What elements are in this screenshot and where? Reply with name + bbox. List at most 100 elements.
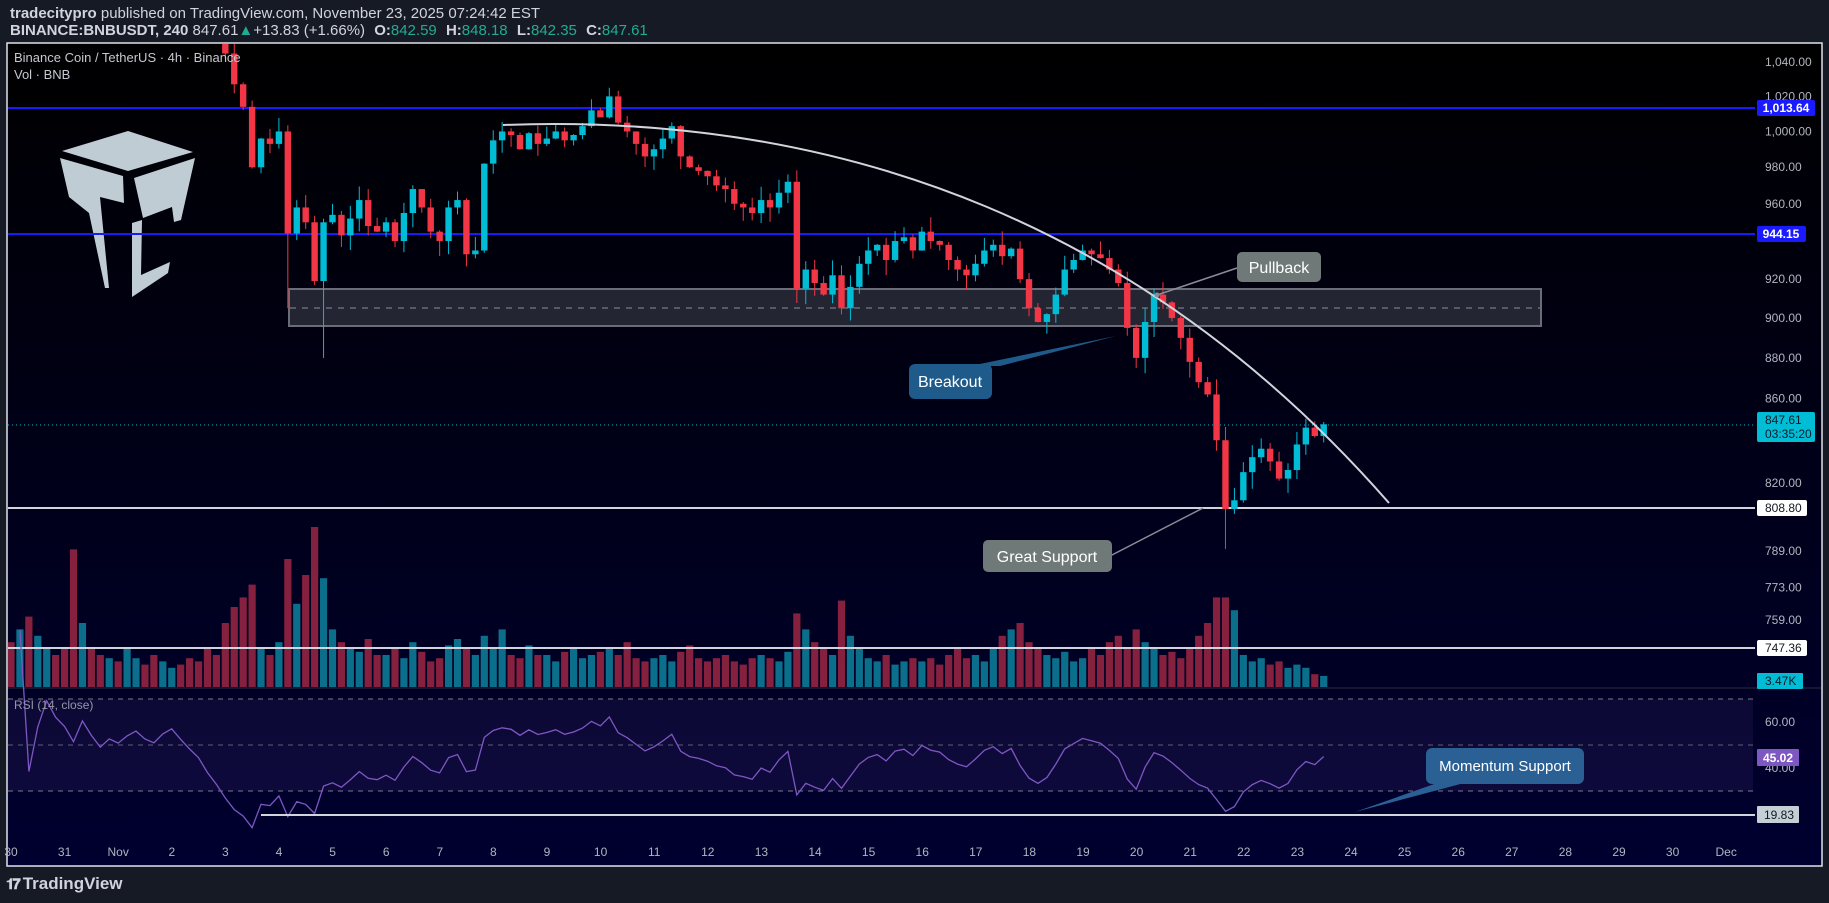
candle [1070,253,1077,273]
candle-body [1168,302,1176,319]
volume-bar [569,648,578,687]
candle [356,186,363,232]
candle [1266,443,1274,471]
support-2-tag-text: 747.36 [1765,641,1802,655]
candle-body [356,200,363,219]
volume-bar [1007,629,1015,687]
volume-bar [1025,642,1033,687]
publish-info: tradecitypro published on TradingView.co… [10,5,540,22]
candle [1177,315,1185,350]
time-tick-label: 9 [544,845,551,859]
volume-bar [16,629,24,687]
volume-bar [641,661,649,687]
candle-body [1132,327,1140,358]
open-value: 842.59 [390,22,437,39]
author-name[interactable]: tradecitypro [10,5,97,22]
time-axis[interactable]: 30 31 Nov 2 3 4 5 6 7 8 9 10 11 12 13 14 15 16 17 18 19 20 21 2… [4,845,1737,859]
candle [579,122,586,140]
candle-body [1275,461,1283,479]
candle-body [1159,294,1167,303]
volume-bar [266,655,274,687]
candle-body [1025,279,1033,309]
candle-body [213,12,219,29]
candle [275,117,283,149]
volume-bar [177,664,185,687]
candle-body [1231,500,1238,510]
time-tick-label: 18 [1023,845,1037,859]
momentum-support-label[interactable]: Momentum Support [1355,748,1584,812]
candle-body [748,207,756,214]
candle-body [677,126,684,157]
candle-body [516,135,524,150]
candle-body [820,282,827,295]
breakout-label[interactable]: Breakout [909,336,1116,399]
volume-bar [319,578,328,687]
candle-body [552,131,559,139]
candle-body [454,200,461,208]
tradingview-brand[interactable]: 𝟏𝟕 TradingView [6,874,123,894]
candle-body [615,96,622,123]
price-tick-label: 789.00 [1765,544,1802,558]
volume-bar [721,655,729,687]
descending-arc[interactable] [502,123,1390,504]
candle [498,122,506,153]
candle [409,185,417,228]
price-tick-label: 820.00 [1765,476,1802,490]
time-tick-label: 20 [1130,845,1144,859]
candle [615,90,622,125]
volume-bar [650,658,658,687]
candle-body [695,167,702,171]
volume-bar [69,549,78,687]
candle [1320,421,1327,443]
candle [365,189,372,236]
volume-bar [730,661,738,687]
candle [284,125,292,309]
candle [231,44,238,94]
candle-body [1106,258,1113,270]
rsi-value-tag [1757,749,1799,766]
candle-body [606,96,613,118]
volume-bar [775,661,783,687]
volume-bar [1284,667,1292,687]
volume-tag [1757,673,1803,689]
candle-body [525,133,533,150]
candle-body [1177,318,1185,338]
candle [606,87,613,119]
candle [1007,247,1015,259]
price-axis[interactable]: 1,040.00 1,020.00 1,000.00 980.00 960.00 920.… [1765,55,1812,775]
price-tick-label: 773.00 [1765,580,1802,594]
candle-body [668,126,676,139]
open-label: O: [374,22,391,39]
volume-bar [668,661,676,687]
time-tick-label: Dec [1716,845,1737,859]
rsi-legend: RSI (14, close) [14,698,93,712]
time-tick-label: 16 [916,845,930,859]
candle [239,82,247,110]
volume-bar [275,642,283,687]
time-tick-label: 14 [808,845,822,859]
candle-body [1043,314,1051,322]
volume-bar [471,655,479,687]
candle-countdown-text: 03:35:20 [1765,427,1812,441]
candle [1061,255,1068,297]
great-support-label[interactable]: Great Support [983,540,1112,572]
candle-body [757,200,765,214]
volume-bar [1079,658,1087,687]
volume-bar [623,642,631,687]
volume-bar [873,661,881,687]
candle-body [811,269,818,283]
volume-bar [1177,658,1185,687]
candle [659,128,667,159]
candle-body [963,269,970,276]
current-price-tag [1757,412,1815,442]
candle [222,44,229,59]
time-tick-label: 21 [1184,845,1198,859]
candle [570,134,577,146]
pullback-label[interactable]: Pullback [1237,252,1321,282]
candle-body [373,226,381,232]
candle [597,108,604,118]
candle [1043,313,1051,334]
volume-bar [793,613,801,687]
candle [1034,303,1042,323]
